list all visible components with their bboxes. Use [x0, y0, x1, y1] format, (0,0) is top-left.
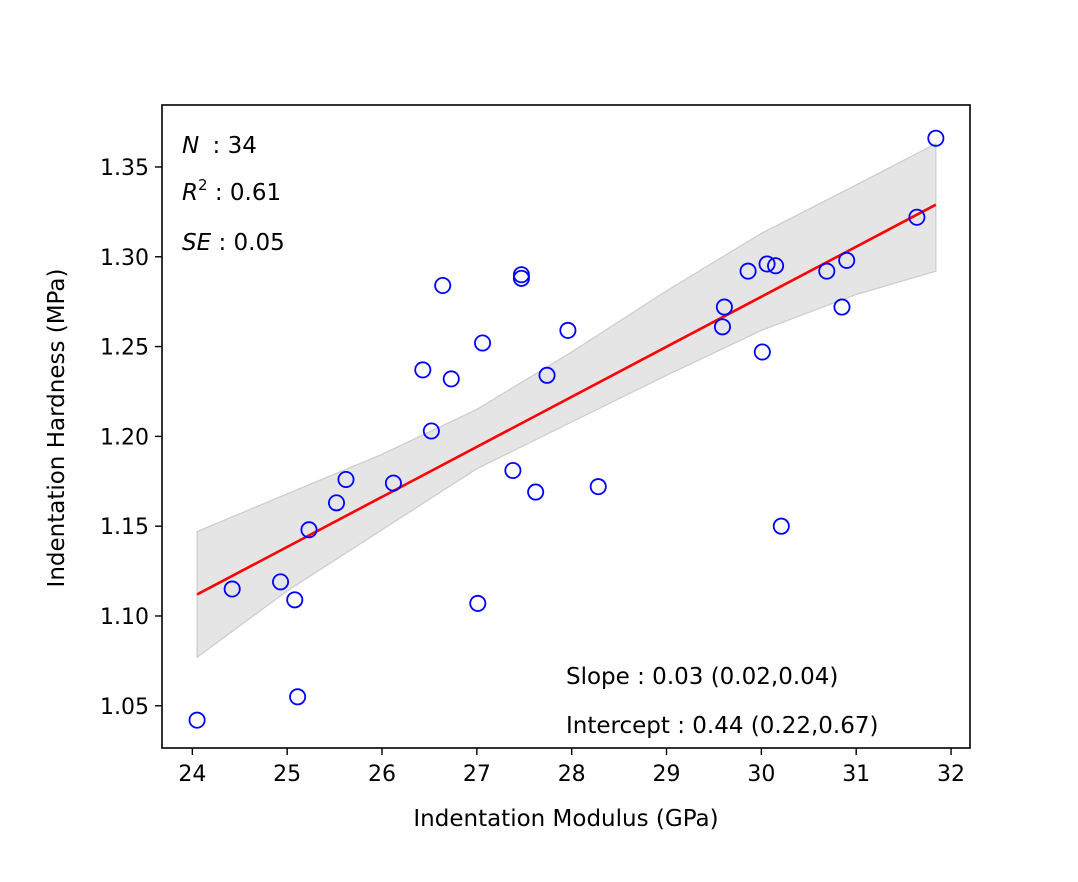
data-point [833, 298, 851, 316]
x-tick-label: 32 [937, 762, 965, 787]
data-point [300, 521, 318, 539]
data-point [272, 573, 290, 591]
y-tick-label: 1.35 [100, 156, 149, 181]
plot-frame [161, 104, 971, 749]
data-point [469, 594, 487, 612]
regression-line [196, 203, 937, 596]
x-tick-label: 25 [273, 762, 301, 787]
y-tick-label: 1.30 [100, 246, 149, 271]
x-tick-label: 27 [463, 762, 491, 787]
x-axis-label: Indentation Modulus (GPa) [413, 806, 718, 832]
r2-annotation: R2 : 0.61 [182, 176, 281, 206]
data-point [384, 474, 402, 492]
data-point [442, 370, 460, 388]
n-value: : 34 [205, 133, 257, 159]
data-point [414, 361, 432, 379]
y-tick-label: 1.20 [100, 425, 149, 450]
data-point [289, 688, 307, 706]
x-axis-ticks: 24 25 26 27 28 29 30 31 32 [178, 748, 965, 787]
y-tick-label: 1.25 [100, 336, 149, 361]
x-tick-label: 24 [178, 762, 206, 787]
data-point [589, 478, 607, 496]
data-point [286, 591, 304, 609]
r2-superscript: 2 [198, 176, 208, 194]
data-point [927, 129, 945, 147]
data-point [327, 494, 345, 512]
data-point [758, 255, 776, 273]
data-point [713, 318, 731, 336]
x-tick-label: 29 [653, 762, 681, 787]
data-point [838, 251, 856, 269]
fit-line-layer [196, 203, 937, 596]
data-point [527, 483, 545, 501]
n-symbol: N [182, 133, 199, 159]
data-point [772, 517, 790, 535]
y-tick-label: 1.10 [100, 605, 149, 630]
x-tick-label: 26 [368, 762, 396, 787]
data-point [223, 580, 241, 598]
y-tick-label: 1.15 [100, 515, 149, 540]
data-point [474, 334, 492, 352]
y-axis-ticks: 1.05 1.10 1.15 1.20 1.25 1.30 1.35 [100, 156, 162, 720]
r2-symbol: R [182, 180, 198, 206]
y-axis-label: Indentation Hardness (MPa) [44, 269, 70, 588]
data-point [818, 262, 836, 280]
data-point [538, 366, 556, 384]
data-point [504, 462, 522, 480]
data-point [337, 470, 355, 488]
y-tick-label: 1.05 [100, 695, 149, 720]
data-point [715, 298, 733, 316]
n-annotation: N : 34 [182, 133, 257, 159]
data-point [559, 321, 577, 339]
data-point [422, 422, 440, 440]
data-point [753, 343, 771, 361]
data-point [188, 711, 206, 729]
r2-value: : 0.61 [208, 180, 282, 206]
se-value: : 0.05 [211, 230, 285, 256]
data-point [434, 277, 452, 295]
x-tick-label: 31 [842, 762, 870, 787]
data-point [739, 262, 757, 280]
se-annotation: SE : 0.05 [182, 230, 285, 256]
data-point [767, 257, 785, 275]
x-tick-label: 30 [747, 762, 775, 787]
se-symbol: SE [182, 230, 212, 256]
data-point [512, 269, 530, 287]
intercept-annotation: Intercept : 0.44 (0.22,0.67) [566, 713, 878, 739]
data-point [908, 208, 926, 226]
data-points-layer [188, 129, 945, 729]
slope-annotation: Slope : 0.03 (0.02,0.04) [566, 664, 838, 690]
x-tick-label: 28 [558, 762, 586, 787]
